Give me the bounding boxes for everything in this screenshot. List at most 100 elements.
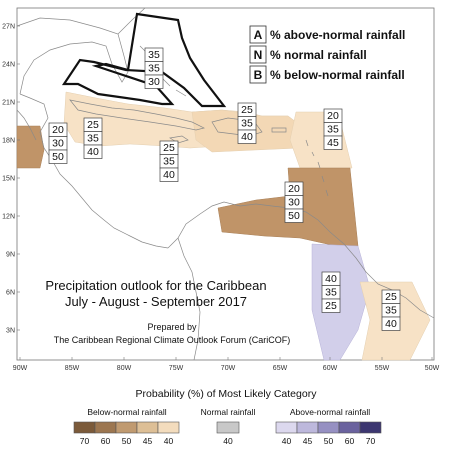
- prob-value: 35: [327, 124, 339, 136]
- colorbar-swatch: [157, 421, 180, 434]
- prob-value: 30: [52, 138, 64, 150]
- lon-label: 85W: [65, 365, 80, 372]
- legend-key-box: [249, 65, 267, 84]
- latitude-labels: 27N 24N 21N 18N 15N 12N 9N 6N 3N: [2, 24, 20, 335]
- colorbar-tick: 40: [164, 436, 174, 446]
- prob-value: 35: [241, 118, 253, 130]
- prob-value: 20: [288, 183, 300, 195]
- colorbar-swatch: [275, 421, 298, 434]
- lat-label: 24N: [2, 62, 15, 69]
- category-legend: A % above-normal rainfall N % normal rai…: [248, 24, 430, 86]
- colorbar-tick: 70: [366, 436, 376, 446]
- prob-value: 30: [288, 197, 300, 209]
- prob-value: 50: [52, 151, 64, 163]
- category-legend-frame: [248, 24, 430, 86]
- legend-key-a: A: [254, 28, 263, 42]
- lon-label: 55W: [375, 365, 390, 372]
- legend-row-normal: N % normal rainfall: [249, 45, 367, 64]
- colorbar-swatch: [359, 421, 382, 434]
- prob-cell: [321, 298, 341, 313]
- colorbar-swatch: [338, 421, 361, 434]
- colorbar-tick: 40: [282, 436, 292, 446]
- lon-label: 75W: [169, 365, 184, 372]
- prob-value: 25: [87, 119, 99, 131]
- colorbar-normal: 40: [216, 421, 240, 446]
- lon-label: 70W: [221, 365, 236, 372]
- prob-value: 45: [327, 137, 339, 149]
- credit-organization: The Caribbean Regional Climate Outlook F…: [54, 335, 291, 345]
- prob-value: 25: [163, 142, 175, 154]
- prob-value: 25: [241, 104, 253, 116]
- prob-value: 20: [327, 110, 339, 122]
- colorbar-label-normal: Normal rainfall: [201, 407, 256, 417]
- colorbar-label-above: Above-normal rainfall: [290, 407, 370, 417]
- lat-label: 27N: [2, 24, 15, 31]
- lat-label: 9N: [6, 252, 15, 259]
- prob-value: 25: [385, 291, 397, 303]
- prob-cell: [237, 129, 257, 144]
- colorbar-swatch: [317, 421, 340, 434]
- lon-label: 50W: [425, 365, 440, 372]
- colorbar-tick: 40: [223, 436, 233, 446]
- longitude-labels: 90W 85W 80W 75W 70W 65W 60W 55W 50W: [13, 357, 440, 372]
- colorbar-swatch: [136, 421, 159, 434]
- colorbar-above: 40 45 50 60 70: [275, 421, 382, 446]
- lat-label: 6N: [6, 290, 15, 297]
- legend-row-above: A % above-normal rainfall: [249, 25, 405, 44]
- legend-key-n: N: [254, 48, 263, 62]
- legend-key-b: B: [254, 68, 263, 82]
- prob-value: 50: [288, 210, 300, 222]
- prob-value: 35: [148, 63, 160, 75]
- lon-label: 60W: [323, 365, 338, 372]
- colorbar-tick: 60: [345, 436, 355, 446]
- colorbar-swatch: [216, 421, 240, 434]
- prob-cell: [284, 208, 304, 223]
- colorbar-swatch: [296, 421, 319, 434]
- credit-prepared-by: Prepared by: [147, 322, 197, 332]
- legend-key-box: [249, 45, 267, 64]
- colorbar-tick: 70: [80, 436, 90, 446]
- prob-value: 20: [52, 124, 64, 136]
- colorbar-tick: 45: [143, 436, 153, 446]
- colorbar-tick: 45: [303, 436, 313, 446]
- region-belize: [16, 125, 45, 169]
- map-title: Precipitation outlook for the Caribbean: [45, 278, 266, 293]
- lat-label: 18N: [2, 138, 15, 145]
- prob-value: 40: [87, 146, 99, 158]
- colorbar-label-below: Below-normal rainfall: [87, 407, 166, 417]
- prob-value: 40: [325, 273, 337, 285]
- legend-key-box: [249, 25, 267, 44]
- prob-cell: [144, 74, 164, 89]
- prob-value: 35: [385, 305, 397, 317]
- prob-cell: [159, 167, 179, 182]
- prob-value: 25: [325, 300, 337, 312]
- colorbar-swatch: [73, 421, 96, 434]
- lon-label: 90W: [13, 365, 28, 372]
- lat-label: 12N: [2, 214, 15, 221]
- prob-cell: [381, 316, 401, 331]
- prob-value: 40: [163, 169, 175, 181]
- colorbar-tick: 60: [101, 436, 111, 446]
- colorbar-swatch: [115, 421, 138, 434]
- colorbar-below: 70 60 50 45 40: [73, 421, 180, 446]
- prob-cell: [48, 149, 68, 164]
- prob-cell: [83, 144, 103, 159]
- colorbar-swatch: [94, 421, 117, 434]
- prob-value: 40: [385, 318, 397, 330]
- lat-label: 15N: [2, 176, 15, 183]
- prob-value: 40: [241, 131, 253, 143]
- prob-value: 35: [148, 49, 160, 61]
- colorbar-tick: 50: [122, 436, 132, 446]
- lon-label: 65W: [273, 365, 288, 372]
- legend-text-above: % above-normal rainfall: [270, 28, 405, 42]
- prob-value: 35: [163, 156, 175, 168]
